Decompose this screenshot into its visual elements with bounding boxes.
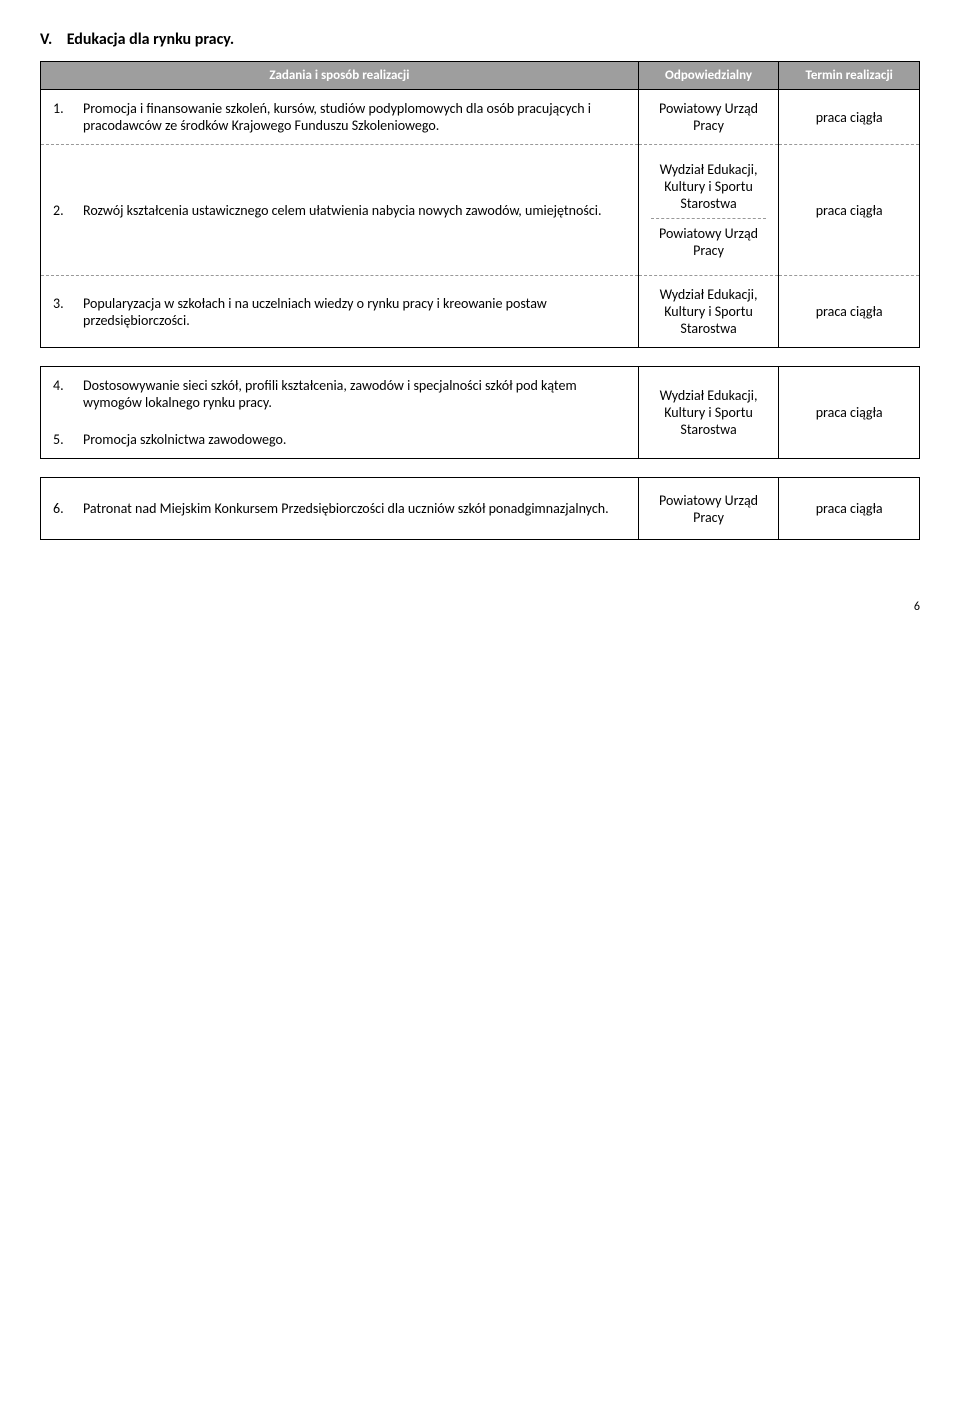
item-number: 5. — [53, 431, 73, 448]
section-heading: Edukacja dla rynku pracy. — [67, 30, 234, 49]
term-cell: praca ciągła — [779, 145, 920, 276]
spacer-row — [41, 459, 920, 478]
item-number: 6. — [53, 500, 73, 517]
item-number: 1. — [53, 100, 73, 117]
tasks-table: Zadania i sposób realizacji Odpowiedzial… — [40, 61, 920, 540]
spacer-row — [41, 348, 920, 367]
page-number: 6 — [40, 600, 920, 614]
item-number: 4. — [53, 377, 73, 394]
item-text: Promocja szkolnictwa zawodowego. — [83, 431, 286, 448]
section-number: V. — [40, 30, 52, 49]
responsible-cell: Powiatowy Urząd Pracy — [638, 90, 779, 145]
term-cell: praca ciągła — [779, 367, 920, 459]
item-text: Patronat nad Miejskim Konkursem Przedsię… — [83, 500, 609, 517]
table-row: 2. Rozwój kształcenia ustawicznego celem… — [41, 145, 920, 276]
header-term: Termin realizacji — [779, 62, 920, 90]
table-row: 6. Patronat nad Miejskim Konkursem Przed… — [41, 478, 920, 540]
term-cell: praca ciągła — [779, 90, 920, 145]
header-task: Zadania i sposób realizacji — [41, 62, 639, 90]
table-row: 1. Promocja i finansowanie szkoleń, kurs… — [41, 90, 920, 145]
item-text: Popularyzacja w szkołach i na uczelniach… — [83, 295, 626, 329]
responsible-cell: Powiatowy Urząd Pracy — [638, 478, 779, 540]
responsible-cell: Wydział Edukacji, Kultury i Sportu Staro… — [638, 367, 779, 459]
responsible-cell: Wydział Edukacji, Kultury i Sportu Staro… — [638, 276, 779, 348]
responsible-line: Wydział Edukacji, Kultury i Sportu Staro… — [651, 161, 767, 212]
item-text: Rozwój kształcenia ustawicznego celem uł… — [83, 202, 602, 219]
item-number: 3. — [53, 295, 73, 312]
term-cell: praca ciągła — [779, 478, 920, 540]
table-row: 3. Popularyzacja w szkołach i na uczelni… — [41, 276, 920, 348]
table-header-row: Zadania i sposób realizacji Odpowiedzial… — [41, 62, 920, 90]
section-title: V. Edukacja dla rynku pracy. — [40, 30, 920, 49]
item-text: Promocja i finansowanie szkoleń, kursów,… — [83, 100, 626, 134]
term-cell: praca ciągła — [779, 276, 920, 348]
table-row: 4. Dostosowywanie sieci szkół, profili k… — [41, 367, 920, 422]
item-number: 2. — [53, 202, 73, 219]
header-resp: Odpowiedzialny — [638, 62, 779, 90]
responsible-line: Powiatowy Urząd Pracy — [651, 218, 767, 259]
item-text: Dostosowywanie sieci szkół, profili kszt… — [83, 377, 626, 411]
responsible-cell: Wydział Edukacji, Kultury i Sportu Staro… — [638, 145, 779, 276]
